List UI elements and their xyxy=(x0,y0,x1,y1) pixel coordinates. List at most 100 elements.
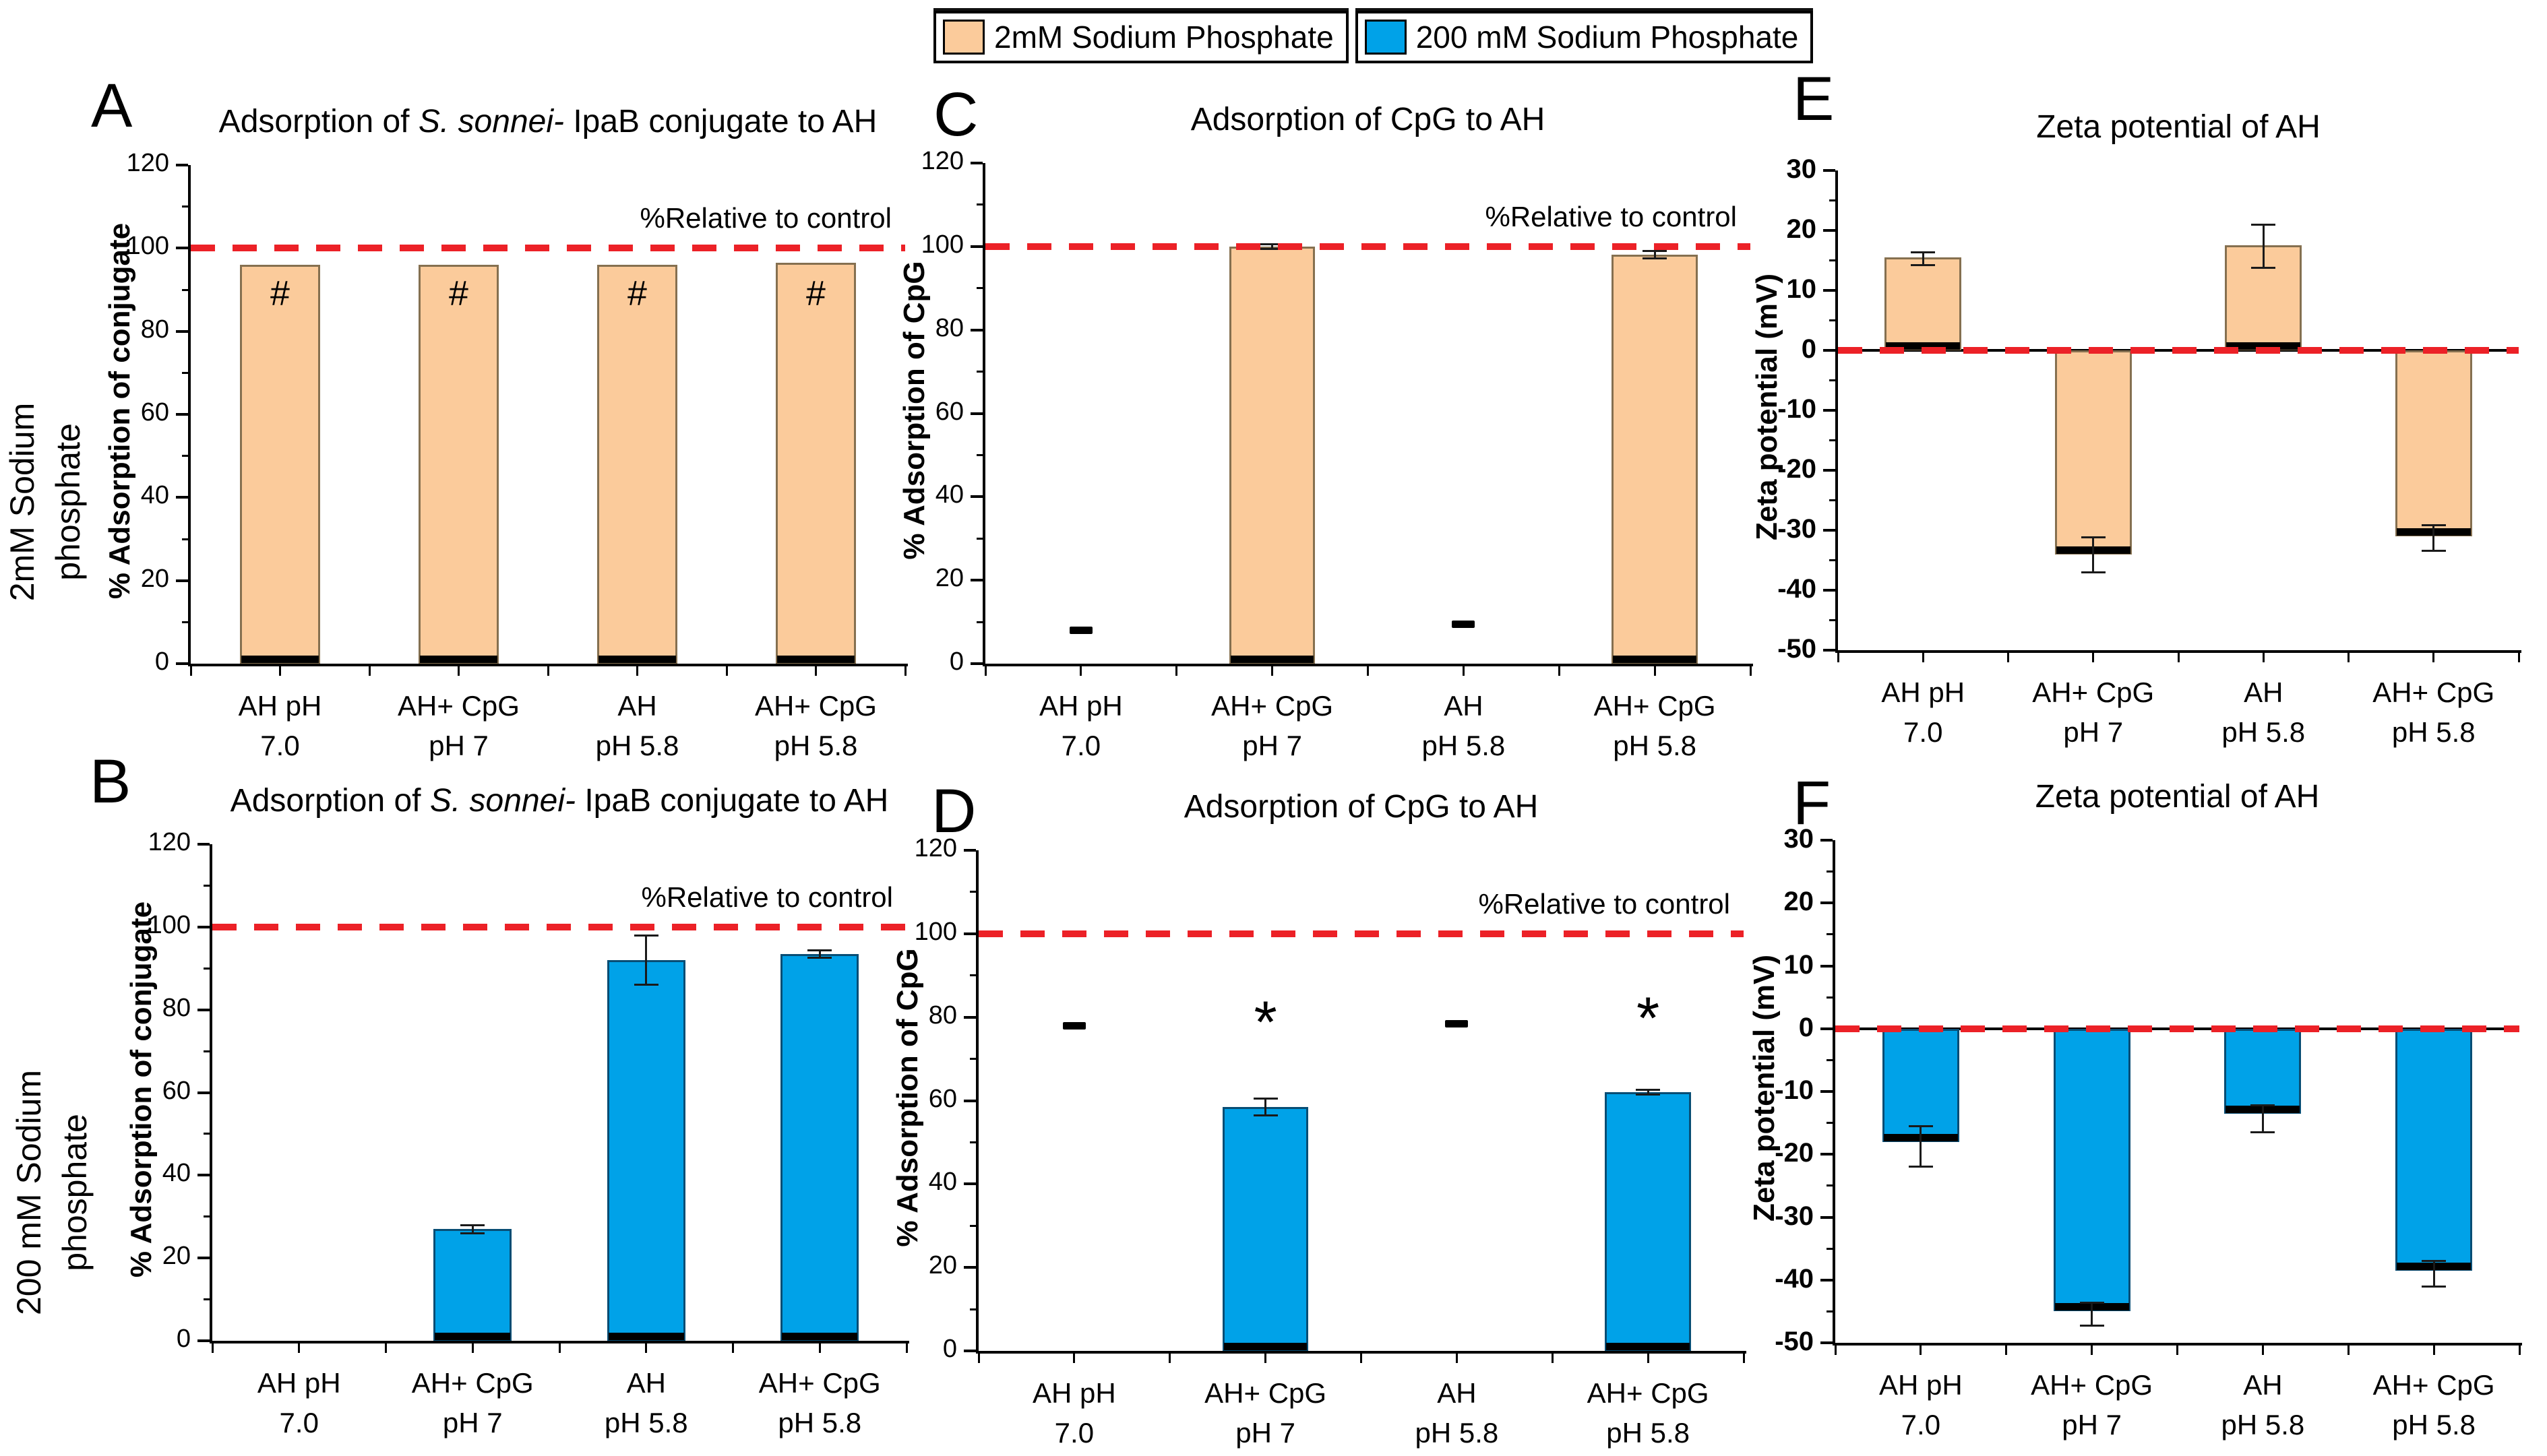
y-major-tick xyxy=(1823,469,1835,472)
y-major-tick xyxy=(197,925,210,928)
reference-line xyxy=(1835,1025,2519,1032)
y-tick-label: 60 xyxy=(935,397,964,426)
y-tick-label: -30 xyxy=(1777,514,1816,544)
y-axis-line xyxy=(976,850,979,1354)
y-major-tick xyxy=(1820,1341,1833,1344)
bar xyxy=(1882,1028,1959,1142)
x-category-label: AH+ CpG pH 7 xyxy=(411,1367,534,1438)
y-tick-label: 0 xyxy=(949,647,964,676)
y-tick-label: 20 xyxy=(140,564,169,593)
y-major-tick xyxy=(1823,649,1835,652)
x-category-label: AH+ CpG pH 5.8 xyxy=(2372,1369,2495,1441)
error-bar-line xyxy=(1920,1126,1922,1167)
bar xyxy=(2395,1028,2473,1271)
error-bar-cap xyxy=(2250,1131,2275,1134)
y-major-tick xyxy=(964,849,976,852)
reference-line-label: %Relative to control xyxy=(1478,887,1730,920)
x-boundary-tick xyxy=(2518,1346,2521,1355)
error-bar-line xyxy=(1922,252,1924,265)
y-minor-tick xyxy=(970,891,977,893)
x-boundary-tick xyxy=(385,1343,387,1353)
hash-annotation: # xyxy=(270,274,290,314)
y-minor-tick xyxy=(1827,1058,1833,1061)
chart-title: Adsorption of CpG to AH xyxy=(1184,789,1539,825)
error-bar-cap xyxy=(807,949,832,951)
row-label-1: 200 mM Sodium phosphate xyxy=(10,1069,94,1316)
y-major-tick xyxy=(1820,1027,1833,1030)
x-category-label: AH pH 7.0 xyxy=(238,690,322,761)
panel-letter-F: F xyxy=(1793,769,1831,837)
x-center-tick xyxy=(2091,1346,2093,1355)
x-boundary-tick xyxy=(1551,1354,1554,1363)
bar xyxy=(2054,350,2132,555)
hash-annotation: # xyxy=(449,274,468,314)
y-minor-tick xyxy=(182,288,189,291)
y-major-tick xyxy=(1820,964,1833,968)
chart-title: Zeta potential of AH xyxy=(2036,109,2321,145)
x-category-label: AH+ CpG pH 5.8 xyxy=(1587,1377,1709,1449)
bar-band xyxy=(1223,1343,1308,1350)
y-major-tick xyxy=(176,329,188,333)
y-major-tick xyxy=(1820,1215,1833,1219)
x-category-label: AH+ CpG pH 7 xyxy=(1204,1377,1327,1449)
x-category-label: AH+ CpG pH 5.8 xyxy=(2372,676,2495,748)
y-minor-tick xyxy=(970,974,977,977)
y-tick-label: 100 xyxy=(921,230,964,259)
error-bar-cap xyxy=(2081,571,2106,573)
y-major-tick xyxy=(197,1257,210,1260)
error-bar-cap xyxy=(1643,257,1667,260)
x-boundary-tick xyxy=(904,666,907,676)
y-minor-tick xyxy=(1829,259,1836,261)
x-center-tick xyxy=(818,1343,821,1353)
y-major-tick xyxy=(197,1091,210,1094)
error-bar-cap xyxy=(634,934,658,937)
chart-title: Adsorption of S. sonnei- IpaB conjugate … xyxy=(218,104,878,139)
reference-line xyxy=(985,243,1750,250)
bar xyxy=(1884,257,1962,350)
x-boundary-tick xyxy=(2177,653,2180,662)
bar-band xyxy=(1613,656,1696,663)
y-minor-tick xyxy=(182,621,189,623)
y-tick-label: -10 xyxy=(1777,394,1816,424)
x-axis-line xyxy=(976,1351,1746,1354)
x-center-tick xyxy=(1653,666,1656,676)
error-bar-cap xyxy=(2079,1301,2104,1304)
x-boundary-tick xyxy=(977,1354,980,1363)
y-minor-tick xyxy=(1827,871,1833,873)
y-tick-label: -10 xyxy=(1775,1075,1814,1105)
error-bar-cap xyxy=(807,956,832,959)
y-major-tick xyxy=(971,495,983,499)
y-minor-tick xyxy=(1829,439,1836,441)
reference-line-label: %Relative to control xyxy=(640,202,892,234)
y-major-tick xyxy=(197,1174,210,1177)
x-boundary-tick xyxy=(984,666,987,676)
y-major-tick xyxy=(1823,289,1835,292)
y-tick-label: 40 xyxy=(928,1168,957,1197)
panel-letter-A: A xyxy=(91,71,133,140)
x-center-tick xyxy=(2261,1346,2264,1355)
x-category-label: AH pH 7.0 xyxy=(1033,1377,1116,1449)
x-category-label: AH pH 7.0 xyxy=(257,1367,341,1438)
y-major-tick xyxy=(197,843,210,846)
y-minor-tick xyxy=(1827,1122,1833,1125)
reference-line-label: %Relative to control xyxy=(1485,200,1737,232)
bar-band xyxy=(1230,656,1314,663)
y-major-tick xyxy=(1823,169,1835,172)
x-center-tick xyxy=(1073,1354,1076,1363)
y-minor-tick xyxy=(1829,499,1836,501)
y-tick-label: 60 xyxy=(162,1076,191,1105)
y-axis-line xyxy=(983,163,985,666)
panel-letter-B: B xyxy=(90,747,131,816)
reference-line xyxy=(1838,347,2519,354)
reference-line-label: %Relative to control xyxy=(641,881,893,913)
y-minor-tick xyxy=(977,453,983,456)
y-minor-tick xyxy=(1829,379,1836,381)
error-bar-cap xyxy=(1643,250,1667,253)
y-tick-label: 40 xyxy=(162,1159,191,1188)
star-annotation: * xyxy=(1254,988,1277,1056)
bar xyxy=(1612,255,1698,664)
error-bar-line xyxy=(2091,1302,2093,1326)
y-tick-label: 0 xyxy=(1801,334,1816,364)
y-tick-label: 0 xyxy=(942,1335,957,1363)
y-tick-label: 80 xyxy=(140,315,169,344)
